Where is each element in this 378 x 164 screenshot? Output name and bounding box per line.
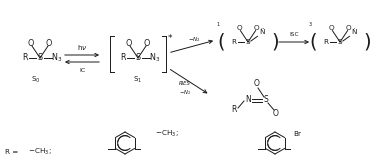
Text: O: O bbox=[346, 25, 352, 31]
Text: ISC: ISC bbox=[289, 31, 299, 37]
Text: ): ) bbox=[271, 32, 279, 51]
Text: R: R bbox=[231, 39, 236, 45]
Text: IC: IC bbox=[79, 68, 85, 72]
Text: R: R bbox=[120, 53, 126, 62]
Text: $^1$: $^1$ bbox=[216, 21, 220, 27]
Text: (: ( bbox=[217, 32, 225, 51]
Text: O: O bbox=[273, 110, 279, 119]
Text: O: O bbox=[328, 25, 334, 31]
Text: O: O bbox=[144, 39, 150, 48]
Text: ): ) bbox=[363, 32, 371, 51]
Text: $^3$: $^3$ bbox=[308, 21, 312, 27]
Text: S: S bbox=[263, 95, 268, 104]
Text: Ṅ: Ṅ bbox=[352, 29, 357, 35]
Text: N̈: N̈ bbox=[260, 29, 265, 35]
Text: h$\nu$: h$\nu$ bbox=[77, 43, 87, 52]
Text: $-$N$_2$: $-$N$_2$ bbox=[179, 88, 191, 97]
Text: Br: Br bbox=[293, 131, 301, 137]
Text: O: O bbox=[126, 39, 132, 48]
Text: S$_0$: S$_0$ bbox=[31, 75, 41, 85]
Text: R: R bbox=[231, 105, 237, 114]
Text: O: O bbox=[254, 25, 259, 31]
Text: RIES: RIES bbox=[179, 81, 191, 86]
Text: (: ( bbox=[309, 32, 317, 51]
Text: S$_1$: S$_1$ bbox=[133, 75, 143, 85]
Text: $-$N$_2$: $-$N$_2$ bbox=[187, 35, 200, 44]
Text: N: N bbox=[245, 95, 251, 104]
Text: S: S bbox=[338, 39, 342, 45]
Text: $-$CH$_3$;: $-$CH$_3$; bbox=[28, 147, 52, 157]
Text: O: O bbox=[46, 39, 52, 48]
Text: R: R bbox=[22, 53, 28, 62]
Text: O: O bbox=[237, 25, 242, 31]
Text: R =: R = bbox=[5, 149, 21, 155]
Text: S: S bbox=[37, 53, 43, 62]
Text: N$_3$: N$_3$ bbox=[51, 52, 63, 64]
Text: N$_3$: N$_3$ bbox=[149, 52, 161, 64]
Text: O: O bbox=[28, 39, 34, 48]
Text: S: S bbox=[135, 53, 141, 62]
Text: R: R bbox=[323, 39, 328, 45]
Text: $-$CH$_3$;: $-$CH$_3$; bbox=[155, 129, 179, 139]
Text: O: O bbox=[254, 80, 260, 89]
Text: *: * bbox=[168, 34, 172, 43]
Text: S: S bbox=[246, 39, 250, 45]
